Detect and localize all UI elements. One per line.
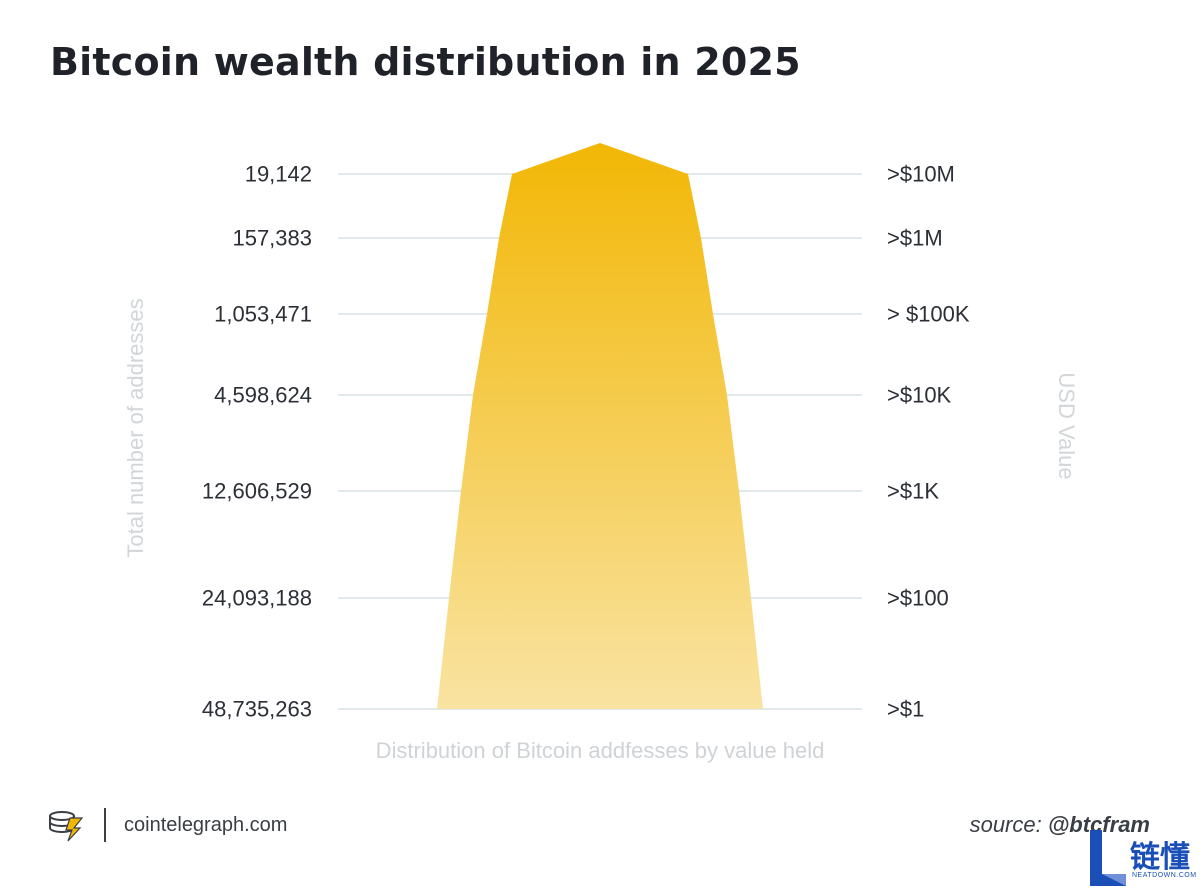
usd-value-label: >$1K	[887, 479, 939, 504]
page-title: Bitcoin wealth distribution in 2025	[50, 40, 801, 84]
address-count-label: 1,053,471	[214, 302, 312, 327]
address-count-label: 12,606,529	[202, 479, 312, 504]
cointelegraph-logo-icon	[49, 811, 84, 842]
usd-value-label: >$1M	[887, 226, 943, 251]
watermark-subtext: NEATDOWN.COM	[1132, 872, 1197, 879]
source-label: source:	[969, 812, 1042, 837]
address-count-label: 157,383	[232, 226, 312, 251]
address-count-label: 19,142	[245, 162, 312, 187]
right-axis-label: USD Value	[1054, 372, 1079, 480]
watermark: 链懂 NEATDOWN.COM	[1086, 828, 1198, 888]
footer-divider	[104, 808, 106, 842]
left-axis-label: Total number of addresses	[123, 298, 148, 558]
neatdown-logo-icon	[1090, 830, 1126, 886]
x-axis-label: Distribution of Bitcoin addfesses by val…	[375, 738, 825, 763]
address-tick-labels: 19,142 157,383 1,053,471 4,598,624 12,606,52…	[202, 162, 312, 722]
address-count-label: 48,735,263	[202, 697, 312, 722]
usd-value-label: >$10K	[887, 383, 952, 408]
usd-value-label: >$1	[887, 697, 924, 722]
footer-site-link[interactable]: cointelegraph.com	[124, 814, 288, 836]
usd-value-label: >$100	[887, 586, 949, 611]
pyramid-shape	[437, 143, 763, 709]
watermark-text: 链懂	[1130, 840, 1190, 875]
address-count-label: 24,093,188	[202, 586, 312, 611]
usd-value-label: > $100K	[887, 302, 970, 327]
address-count-label: 4,598,624	[214, 383, 312, 408]
usd-value-label: >$10M	[887, 162, 955, 187]
usd-tick-labels: >$10M >$1M > $100K >$10K >$1K >$100 >$1	[887, 162, 970, 722]
